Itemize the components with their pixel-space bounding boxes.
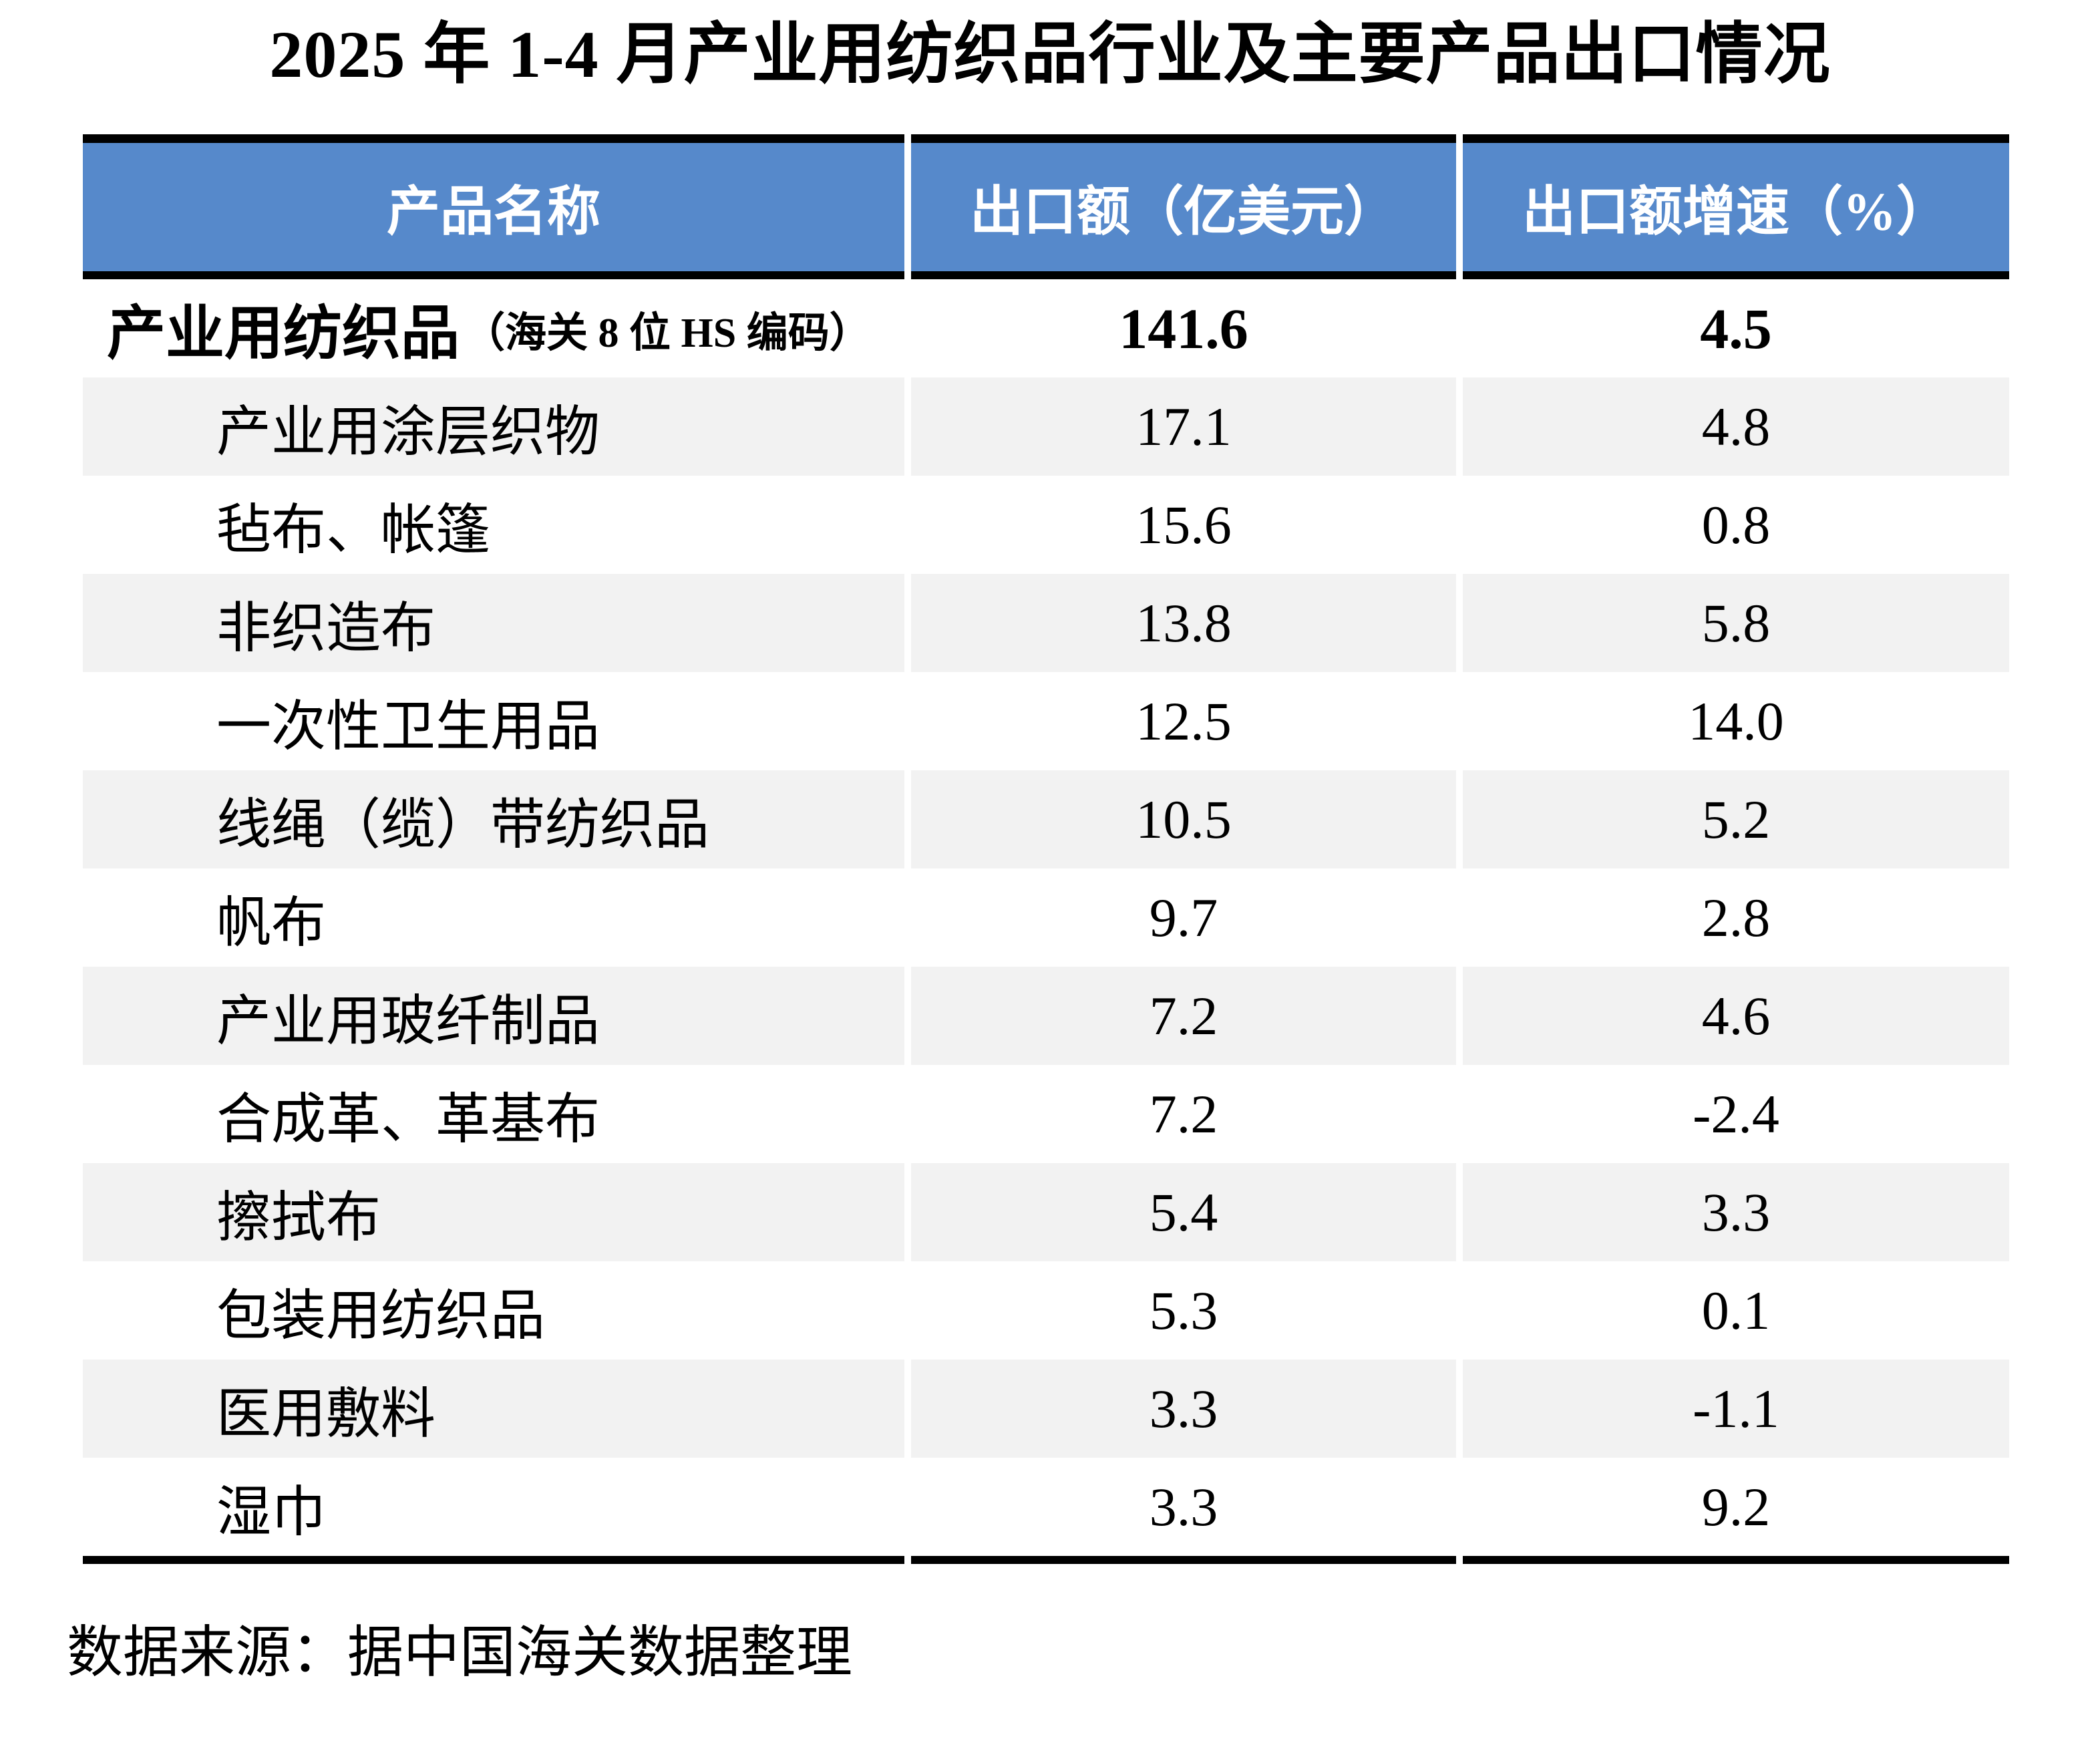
growth-cell: 3.3 (1463, 1163, 2009, 1261)
growth-cell: 4.5 (1463, 279, 2009, 377)
rule-segment (911, 134, 1456, 143)
rule-segment (1463, 1556, 2009, 1564)
growth-cell: -1.1 (1463, 1360, 2009, 1458)
growth-cell: 4.8 (1463, 377, 2009, 476)
growth-cell: -2.4 (1463, 1065, 2009, 1163)
product-name: 毡布、帐篷 (216, 500, 491, 561)
page-title: 2025 年 1-4 月产业用纺织品行业及主要产品出口情况 (269, 17, 1831, 92)
product-name-cell: 产业用玻纤制品 (83, 967, 904, 1065)
growth-cell: 5.2 (1463, 770, 2009, 868)
rule-segment (83, 1556, 904, 1564)
product-name-suffix: （海关 8 位 HS 编码） (464, 310, 871, 356)
export-value-cell: 15.6 (911, 476, 1456, 574)
product-name-cell: 线绳（缆）带纺织品 (83, 770, 904, 868)
product-name-cell: 擦拭布 (83, 1163, 904, 1261)
growth-cell: 14.0 (1463, 672, 2009, 770)
product-name-cell: 毡布、帐篷 (83, 476, 904, 574)
product-name: 产业用纺织品 (107, 302, 460, 367)
export-table: 产品名称 出口额（亿美元） 出口额增速（%） 产业用纺织品 （海关 8 位 HS… (83, 134, 2009, 1564)
product-name-cell: 帆布 (83, 868, 904, 967)
product-name: 一次性卫生用品 (216, 696, 600, 757)
export-value-cell: 7.2 (911, 967, 1456, 1065)
product-name-cell: 包装用纺织品 (83, 1261, 904, 1360)
product-name: 包装用纺织品 (216, 1285, 546, 1346)
product-name: 产业用涂层织物 (216, 402, 600, 462)
product-name: 线绳（缆）带纺织品 (216, 794, 710, 855)
export-value-cell: 7.2 (911, 1065, 1456, 1163)
product-name-cell: 湿巾 (83, 1458, 904, 1556)
growth-cell: 4.6 (1463, 967, 2009, 1065)
product-name: 非织造布 (216, 598, 436, 659)
product-name-cell: 产业用涂层织物 (83, 377, 904, 476)
export-value-cell: 17.1 (911, 377, 1456, 476)
rule-segment (1463, 134, 2009, 143)
product-name: 医用敷料 (216, 1384, 436, 1444)
export-value-cell: 3.3 (911, 1360, 1456, 1458)
column-header-growth: 出口额增速（%） (1463, 143, 2009, 271)
export-value-cell: 141.6 (911, 279, 1456, 377)
column-header-export-value: 出口额（亿美元） (911, 143, 1456, 271)
growth-cell: 0.8 (1463, 476, 2009, 574)
export-value-cell: 5.4 (911, 1163, 1456, 1261)
product-name: 擦拭布 (216, 1187, 381, 1248)
product-name-cell: 一次性卫生用品 (83, 672, 904, 770)
export-value-cell: 13.8 (911, 574, 1456, 672)
rule-segment (83, 134, 904, 143)
rule-segment (911, 1556, 1456, 1564)
rule-segment (83, 271, 904, 279)
export-value-cell: 9.7 (911, 868, 1456, 967)
product-name: 合成革、革基布 (216, 1089, 600, 1150)
growth-cell: 9.2 (1463, 1458, 2009, 1556)
rule-segment (911, 271, 1456, 279)
product-name-cell: 医用敷料 (83, 1360, 904, 1458)
growth-cell: 0.1 (1463, 1261, 2009, 1360)
export-value-cell: 12.5 (911, 672, 1456, 770)
product-name: 湿巾 (216, 1482, 327, 1543)
export-value-cell: 10.5 (911, 770, 1456, 868)
export-value-cell: 5.3 (911, 1261, 1456, 1360)
product-name: 产业用玻纤制品 (216, 991, 600, 1052)
product-name: 帆布 (216, 893, 327, 953)
growth-cell: 2.8 (1463, 868, 2009, 967)
source-note: 数据来源：据中国海关数据整理 (67, 1622, 853, 1684)
rule-segment (1463, 271, 2009, 279)
export-value-cell: 3.3 (911, 1458, 1456, 1556)
column-header-product: 产品名称 (83, 143, 904, 271)
product-name-cell: 产业用纺织品 （海关 8 位 HS 编码） (83, 279, 904, 377)
product-name-cell: 非织造布 (83, 574, 904, 672)
product-name-cell: 合成革、革基布 (83, 1065, 904, 1163)
growth-cell: 5.8 (1463, 574, 2009, 672)
